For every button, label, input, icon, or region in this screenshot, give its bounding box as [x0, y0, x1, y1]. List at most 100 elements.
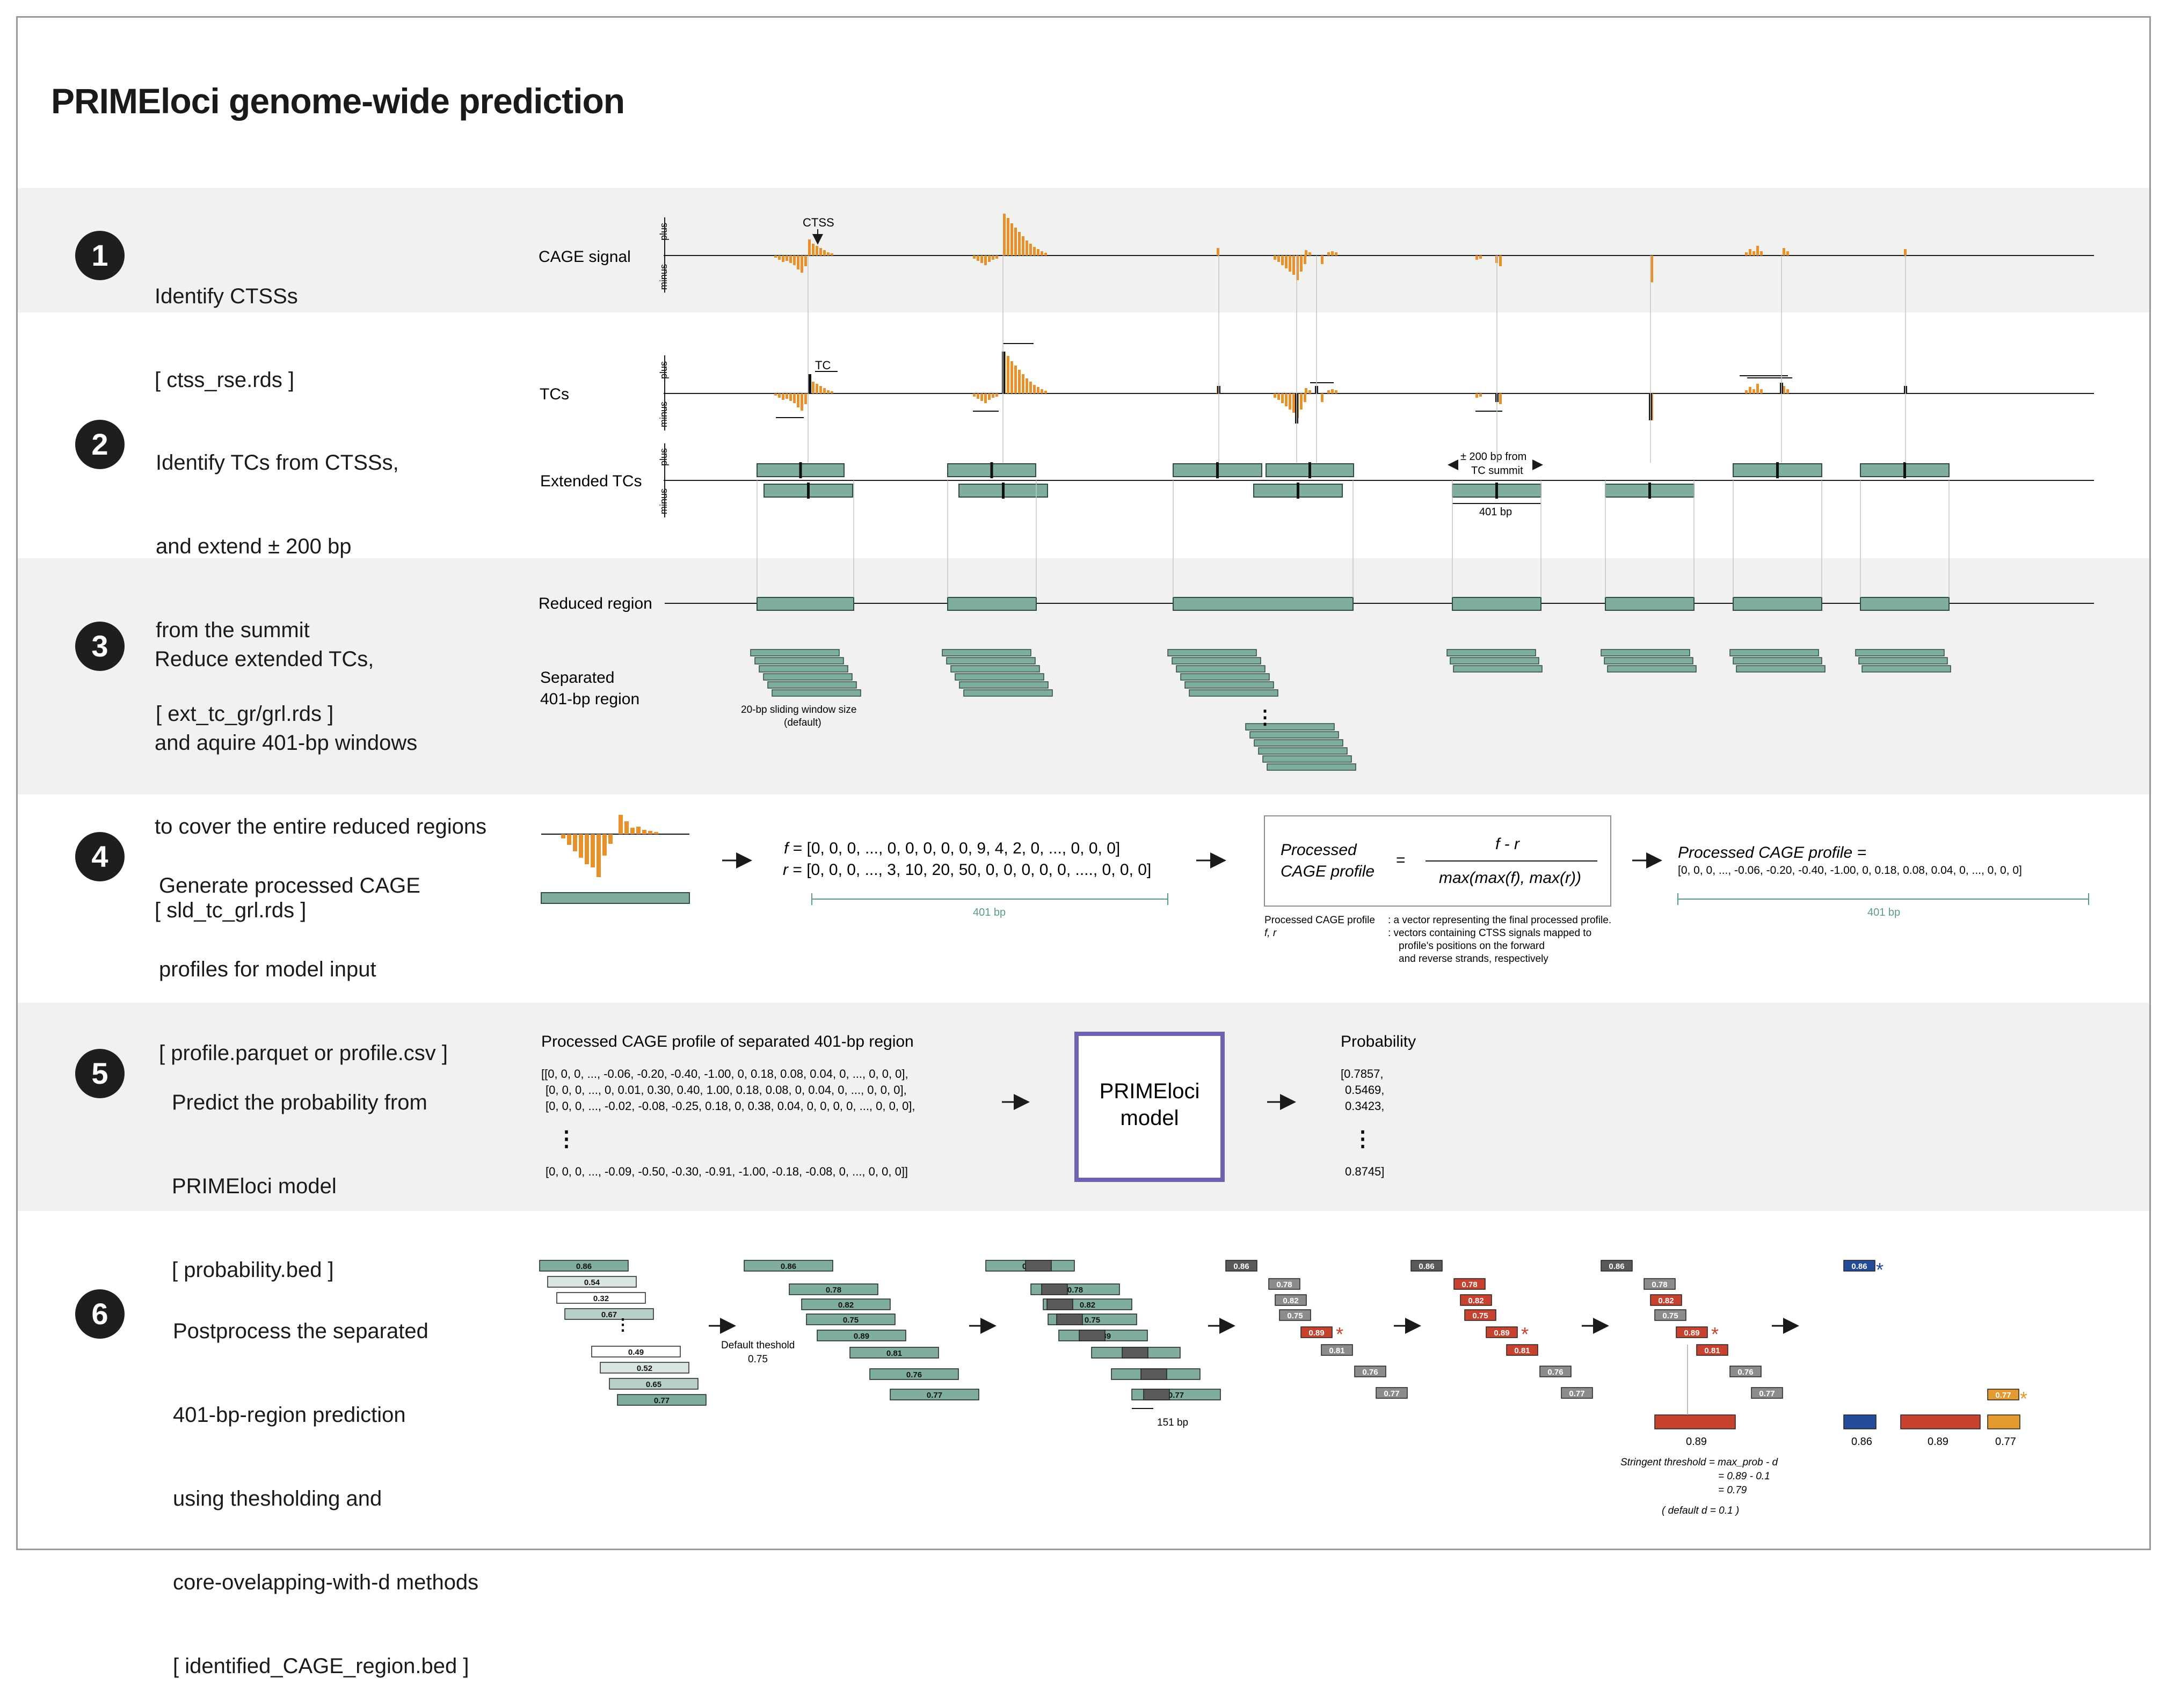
tc-label: TC	[815, 359, 831, 372]
overlap-core	[1041, 1283, 1068, 1295]
signal-bar	[1304, 393, 1306, 402]
signal-bar	[984, 393, 987, 403]
signal-bar	[984, 256, 987, 265]
bp151-label: 151 bp	[1157, 1417, 1188, 1428]
signal-bar	[1033, 385, 1036, 393]
separated-window	[1733, 657, 1822, 665]
mini-bar	[624, 821, 629, 834]
window-box	[1376, 1387, 1408, 1399]
signal-bar	[1022, 236, 1024, 256]
legend-desc: profile's positions on the forward	[1399, 940, 1545, 952]
signal-bar	[1308, 390, 1311, 393]
signal-bar	[1041, 251, 1043, 256]
signal-bar	[1752, 251, 1755, 256]
mini-bar	[630, 828, 635, 834]
signal-bar	[797, 256, 799, 269]
separated-window	[1184, 681, 1274, 689]
stringent-label: = 0.89 - 0.1	[1718, 1471, 1770, 1482]
postprocess-panels: 0.86 0.54 0.32 0.67 0.49 0.52 0.65 0.77 ⋮ 0.86 0.7…	[539, 1259, 2027, 1448]
window-box	[1300, 1326, 1333, 1338]
signal-bar	[789, 393, 792, 401]
step2-band	[18, 312, 2149, 558]
window-score: 0.81	[1704, 1346, 1720, 1355]
signal-bar	[1321, 393, 1324, 402]
signal-bar	[1499, 256, 1502, 266]
window-score: 0.82	[1283, 1296, 1298, 1305]
step4-line: [ profile.parquet or profile.csv ]	[159, 1041, 448, 1065]
window-box	[1225, 1260, 1257, 1272]
signal-bar	[1305, 250, 1307, 256]
step1-badge: 1	[75, 231, 125, 280]
window-score: 0.67	[601, 1310, 617, 1319]
signal-bar	[1300, 393, 1303, 410]
tc-bars	[774, 343, 1907, 424]
star-icon: *	[1711, 1323, 1719, 1345]
star-icon: *	[2020, 1388, 2027, 1410]
input-row: [[0, 0, 0, ..., -0.06, -0.20, -0.40, -1.…	[541, 1067, 908, 1081]
reduced-region	[1452, 597, 1541, 611]
sliding-window-label: 20-bp sliding window size	[741, 704, 856, 716]
window-score: 0.86	[576, 1262, 592, 1271]
extended-tc-boxes	[757, 462, 1950, 499]
signal-bar	[977, 256, 979, 261]
plus-label: plus	[658, 223, 669, 240]
tcs-label: TCs	[540, 385, 569, 403]
signal-bar	[808, 239, 811, 256]
signal-bar	[1292, 393, 1295, 413]
model-label: PRIMEloci	[1100, 1079, 1200, 1103]
separated-window	[1446, 649, 1536, 656]
separated-window	[1861, 665, 1951, 673]
signal-bar	[812, 382, 815, 393]
separated-window	[1245, 723, 1335, 731]
window-score: 0.78	[1067, 1286, 1083, 1295]
signal-bar	[1475, 256, 1478, 260]
signal-bar	[1650, 256, 1653, 282]
input-row: [0, 0, 0, ..., 0, 0.01, 0.30, 0.40, 1.00…	[546, 1083, 907, 1097]
signal-bar	[992, 256, 994, 260]
step4-line: profiles for model input	[159, 958, 376, 981]
window-score: 0.82	[1658, 1296, 1674, 1305]
mini-bar	[597, 834, 601, 877]
signal-bar	[786, 256, 788, 261]
step5-line: [ probability.bed ]	[172, 1258, 334, 1282]
window-score: 0.89	[1308, 1329, 1324, 1338]
window-box	[1268, 1278, 1300, 1290]
mini-bar	[608, 834, 613, 844]
separated-window	[959, 681, 1049, 689]
r-values: = [0, 0, 0, ..., 3, 10, 20, 50, 0, 0, 0,…	[792, 861, 1151, 879]
window-box	[1321, 1344, 1353, 1356]
signal-bar	[995, 256, 998, 259]
signal-bar	[1783, 386, 1785, 393]
step5-line: Predict the probability from	[172, 1091, 427, 1114]
step3-line: [ sld_tc_grl.rds ]	[155, 899, 307, 922]
signal-bar	[1786, 251, 1789, 256]
overlap-core	[1056, 1313, 1083, 1325]
window-score: 0.89	[854, 1332, 869, 1341]
separated-window	[1172, 657, 1261, 665]
step6-band	[18, 1211, 2149, 1533]
window-box	[1539, 1366, 1572, 1377]
signal-bar	[801, 256, 803, 273]
window-score: 0.82	[1080, 1301, 1095, 1310]
step1-band	[18, 188, 2149, 312]
signal-bar	[1327, 390, 1330, 393]
window-box	[1275, 1294, 1307, 1306]
probability-dots: ⋮	[1352, 1127, 1373, 1151]
default-threshold-label: 0.75	[748, 1354, 768, 1365]
window-box	[890, 1389, 979, 1400]
minus-label: minus	[658, 402, 669, 427]
window-score: 0.76	[1362, 1368, 1378, 1377]
more-windows-dots: ⋮	[1255, 706, 1275, 728]
cage-signal-label: CAGE signal	[539, 248, 631, 266]
signal-bar	[1007, 218, 1009, 256]
signal-bar	[988, 256, 991, 262]
signal-bar	[812, 244, 815, 256]
window-score: 0.54	[584, 1278, 600, 1287]
stringent-label: = 0.79	[1718, 1485, 1747, 1496]
window-box	[1561, 1387, 1593, 1399]
window-box	[1650, 1294, 1682, 1306]
r-symbol: r	[783, 861, 789, 879]
probability-value: 0.5469,	[1345, 1083, 1384, 1097]
signal-bar	[774, 393, 777, 396]
signal-bar	[819, 386, 822, 393]
